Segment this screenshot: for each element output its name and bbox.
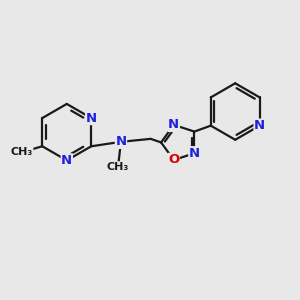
Text: N: N: [168, 118, 179, 131]
Text: CH₃: CH₃: [107, 162, 129, 172]
Text: N: N: [189, 147, 200, 160]
Text: N: N: [61, 154, 72, 167]
Text: O: O: [168, 153, 179, 167]
Text: N: N: [254, 119, 265, 132]
Text: N: N: [86, 112, 97, 124]
Text: CH₃: CH₃: [11, 147, 33, 157]
Text: CH₃: CH₃: [107, 162, 129, 172]
Text: N: N: [116, 135, 127, 148]
Text: CH₃: CH₃: [11, 147, 33, 157]
